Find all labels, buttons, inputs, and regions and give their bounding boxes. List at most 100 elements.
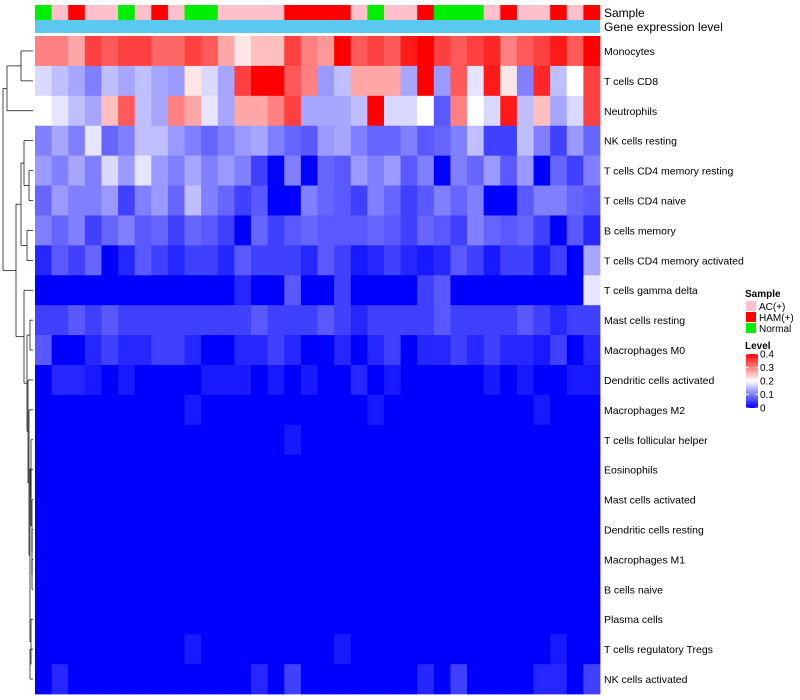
heatmap-cell [500, 514, 518, 545]
heatmap-cell [101, 215, 119, 246]
heatmap-cell [234, 245, 252, 276]
heatmap-cell [101, 604, 119, 635]
heatmap-cell [500, 215, 518, 246]
annotation-label-sample: Sample [604, 6, 645, 20]
heatmap-cell [300, 335, 318, 366]
heatmap-cell [151, 484, 169, 515]
heatmap-cell [417, 544, 435, 575]
heatmap-cell [367, 65, 385, 97]
heatmap-cell [317, 36, 335, 67]
heatmap-cell [251, 365, 269, 396]
heatmap-cell [483, 215, 501, 246]
heatmap-cell [467, 245, 485, 276]
heatmap-cell [550, 95, 568, 127]
heatmap-cell [483, 245, 501, 276]
sample-annotation-cell [383, 5, 401, 20]
heatmap-cell [184, 664, 202, 695]
heatmap-cell [267, 185, 285, 216]
heatmap-cell [433, 514, 451, 545]
heatmap-cell [450, 185, 468, 216]
heatmap-cell [251, 604, 269, 635]
heatmap-cell [433, 634, 451, 665]
heatmap-cell [101, 574, 119, 605]
heatmap-cell [101, 305, 119, 336]
heatmap-cell [433, 394, 451, 426]
heatmap-cell [317, 574, 335, 605]
heatmap-cell [400, 424, 418, 456]
heatmap-cell [533, 514, 551, 545]
heatmap-cell [300, 604, 318, 635]
heatmap-cell [350, 185, 368, 216]
heatmap-cell [234, 424, 252, 456]
heatmap-cell [167, 125, 185, 157]
heatmap-cell [101, 36, 119, 67]
heatmap-cell [450, 215, 468, 246]
heatmap-cell [566, 335, 584, 366]
heatmap-cell [583, 155, 601, 186]
heatmap-cell [300, 245, 318, 276]
heatmap-cell [566, 454, 584, 486]
heatmap-cell [184, 394, 202, 426]
sample-annotation-cell [151, 5, 169, 20]
heatmap-cell [383, 544, 401, 575]
heatmap-cell [350, 245, 368, 276]
heatmap-cell [118, 484, 136, 515]
heatmap-cell [467, 394, 485, 426]
heatmap-cell [84, 215, 102, 246]
legend-swatch [746, 301, 756, 311]
heatmap-cell [151, 634, 169, 665]
heatmap-cell [101, 275, 119, 306]
heatmap-cell [417, 335, 435, 366]
heatmap-cell [284, 664, 302, 695]
heatmap-cell [450, 95, 468, 127]
heatmap-cell [68, 65, 86, 97]
heatmap-cell [417, 365, 435, 396]
heatmap-cell [201, 365, 219, 396]
row-label: Macrophages M2 [604, 405, 685, 417]
sample-annotation-cell [550, 5, 568, 20]
heatmap-cell [300, 424, 318, 456]
heatmap-cell [566, 424, 584, 456]
heatmap-cell [234, 125, 252, 157]
heatmap-cell [35, 634, 53, 665]
heatmap-cell [251, 305, 269, 336]
heatmap-cell [433, 305, 451, 336]
heatmap-cell [450, 65, 468, 97]
heatmap-cell [500, 365, 518, 396]
heatmap-cell [467, 335, 485, 366]
sample-annotation-cell [334, 5, 352, 20]
heatmap-cell [317, 65, 335, 97]
heatmap-cell [450, 574, 468, 605]
heatmap-cell [234, 544, 252, 575]
heatmap-cell [234, 155, 252, 186]
heatmap-cell [217, 335, 235, 366]
heatmap-cell [101, 365, 119, 396]
heatmap-cell [400, 155, 418, 186]
row-label: B cells naive [604, 584, 663, 596]
heatmap-cell [550, 335, 568, 366]
heatmap-cell [417, 424, 435, 456]
heatmap-cell [217, 36, 235, 67]
sample-annotation-cell [217, 5, 235, 20]
heatmap-cell [583, 604, 601, 635]
heatmap-cell [400, 36, 418, 67]
heatmap-cell [201, 394, 219, 426]
heatmap-cell [118, 155, 136, 186]
heatmap-cell [300, 574, 318, 605]
heatmap-cell [383, 125, 401, 157]
heatmap-cell [151, 305, 169, 336]
heatmap-cell [533, 335, 551, 366]
heatmap-cell [566, 544, 584, 575]
heatmap-cell [367, 275, 385, 306]
heatmap-cell [383, 424, 401, 456]
heatmap-cell [566, 514, 584, 545]
heatmap-cell [267, 305, 285, 336]
heatmap-cell [251, 574, 269, 605]
heatmap-cell [167, 394, 185, 426]
heatmap-cell [317, 454, 335, 486]
heatmap-cell [167, 544, 185, 575]
heatmap-cell [300, 65, 318, 97]
heatmap-cell [583, 245, 601, 276]
row-label: T cells follicular helper [604, 435, 708, 447]
heatmap-cell [118, 424, 136, 456]
